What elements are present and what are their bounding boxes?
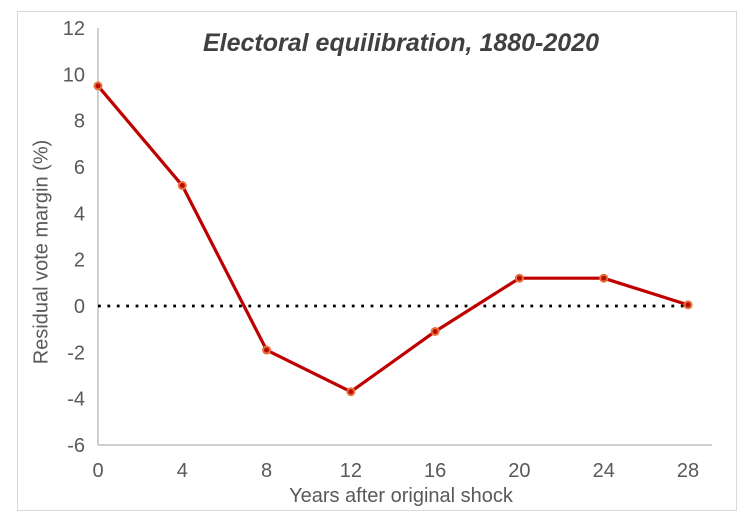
chart-frame (17, 11, 737, 511)
y-tick-label: 0 (74, 296, 85, 318)
data-point (177, 181, 187, 191)
y-tick-label: 6 (74, 157, 85, 179)
x-tick-label: 8 (261, 460, 272, 482)
x-axis-title: Years after original shock (289, 485, 513, 507)
x-tick-label: 28 (677, 460, 699, 482)
y-tick-label: 4 (74, 203, 85, 225)
data-point (346, 387, 356, 397)
data-point (599, 273, 609, 283)
y-tick-label: 8 (74, 111, 85, 133)
x-tick-label: 16 (424, 460, 446, 482)
data-point (430, 326, 440, 336)
y-tick-label: -6 (67, 435, 85, 457)
x-tick-label: 4 (177, 460, 188, 482)
x-tick-label: 24 (593, 460, 615, 482)
y-tick-label: 12 (63, 18, 85, 40)
x-tick-label: 20 (508, 460, 530, 482)
chart-title: Electoral equilibration, 1880-2020 (203, 29, 599, 57)
data-point (683, 300, 693, 310)
data-point (93, 81, 103, 91)
x-tick-label: 0 (92, 460, 103, 482)
y-tick-label: -4 (67, 389, 85, 411)
x-tick-label: 12 (340, 460, 362, 482)
series-line (96, 84, 690, 394)
data-point (514, 273, 524, 283)
data-point (262, 345, 272, 355)
y-tick-label: -2 (67, 342, 85, 364)
y-tick-label: 2 (74, 250, 85, 272)
y-axis-title: Residual vote margin (%) (30, 139, 53, 365)
y-tick-label: 10 (63, 64, 85, 86)
